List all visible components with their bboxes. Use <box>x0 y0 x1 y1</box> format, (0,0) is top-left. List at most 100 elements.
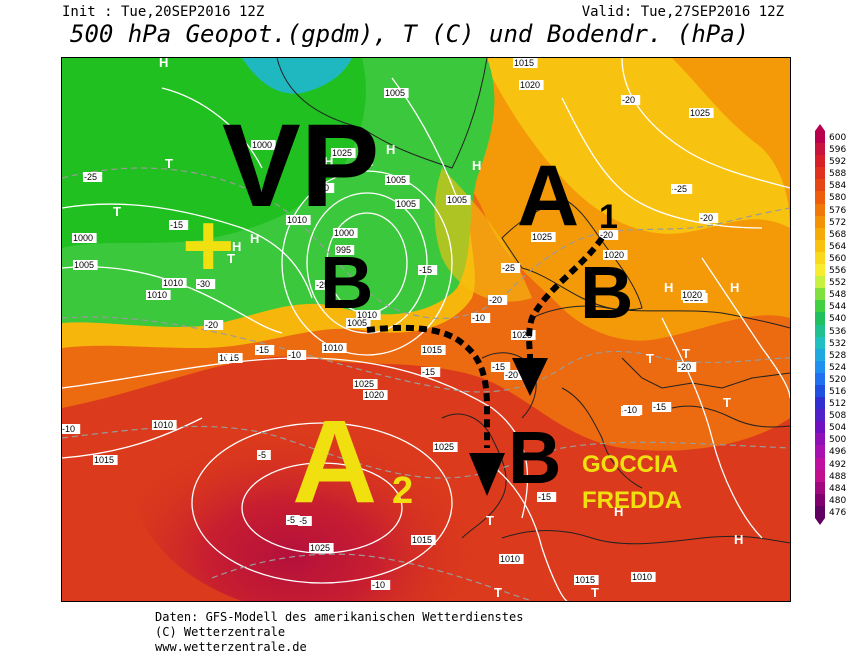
label-box <box>356 310 381 320</box>
legend-swatch <box>815 312 825 325</box>
isobar-label: 1020 <box>604 250 624 260</box>
label-box <box>446 195 471 205</box>
legend-swatch <box>815 251 825 265</box>
temperature-label: -20 <box>489 295 502 305</box>
label-box <box>511 330 536 340</box>
isobar-label: 995 <box>336 245 351 255</box>
legend-swatch <box>815 131 825 144</box>
temperature-label: -15 <box>538 492 551 502</box>
legend-value: 548 <box>829 290 847 301</box>
label-box <box>488 295 508 305</box>
label-box <box>72 233 97 243</box>
pressure-center-marker: T <box>723 395 731 410</box>
a1-subscript: 1 <box>599 198 618 236</box>
pressure-center-marker: H <box>159 58 168 70</box>
label-box <box>315 280 335 290</box>
temperature-label: -20 <box>622 95 635 105</box>
temperature-label: -30 <box>316 183 329 193</box>
arrow-atlantic-path <box>366 324 490 448</box>
pressure-center-marker: T <box>591 585 599 600</box>
arrow-atlantic-head <box>469 453 505 496</box>
temperature-label: -25 <box>84 172 97 182</box>
label-box <box>346 318 371 328</box>
temperature-label: -20 <box>205 320 218 330</box>
footer-url: www.wetterzentrale.de <box>155 640 307 654</box>
label-box <box>677 362 697 372</box>
legend-swatch <box>815 167 825 180</box>
legend-value: 488 <box>829 471 847 482</box>
label-box <box>504 370 524 380</box>
legend-swatch <box>815 372 825 385</box>
pressure-center-marker: T <box>486 513 494 528</box>
b-scandinavia: B <box>580 251 633 334</box>
label-box <box>286 515 300 525</box>
label-box <box>513 58 538 68</box>
legend-value: 508 <box>829 411 847 422</box>
pressure-center-marker: H <box>734 532 743 547</box>
b-atlantic: B <box>320 241 373 324</box>
pressure-center-marker: H <box>730 280 739 295</box>
label-box <box>257 450 271 460</box>
temperature-label: -20 <box>600 230 613 240</box>
legend-value: 536 <box>829 326 847 337</box>
isobar-label: 1010 <box>357 310 377 320</box>
isobar-label: 1010 <box>147 290 167 300</box>
temperature-label: -20 <box>678 362 691 372</box>
legend-swatch <box>815 191 825 204</box>
legend-swatch <box>815 215 825 228</box>
isobar-label: 1000 <box>252 140 272 150</box>
label-box <box>83 172 103 182</box>
temperature-label: -20 <box>505 370 518 380</box>
label-box <box>218 353 243 363</box>
isobar-label: 1005 <box>447 195 467 205</box>
temperature-label: -10 <box>472 313 485 323</box>
temperature-label: -10 <box>62 424 75 434</box>
label-box <box>621 95 641 105</box>
legend-value: 556 <box>829 266 847 277</box>
label-box <box>93 455 118 465</box>
label-box <box>673 184 693 194</box>
label-box <box>499 554 524 564</box>
movement-arrows <box>366 236 605 448</box>
legend-swatch <box>815 336 825 349</box>
legend-swatch <box>815 481 825 494</box>
legend-value: 504 <box>829 423 847 434</box>
isobar-label: 1025 <box>434 442 454 452</box>
legend-value: 588 <box>829 169 847 180</box>
legend-value: 512 <box>829 399 847 410</box>
isobar-label: 1010 <box>323 343 343 353</box>
label-box <box>73 260 98 270</box>
isobar-label: 1020 <box>682 290 702 300</box>
legend-value: 560 <box>829 253 847 264</box>
label-box <box>331 148 356 158</box>
a1-letter: A <box>517 148 579 244</box>
footer-copyright: (C) Wetterzentrale <box>155 625 286 639</box>
label-box <box>353 379 378 389</box>
legend-swatch <box>815 433 825 446</box>
temperature-label: -10 <box>624 405 637 415</box>
label-box <box>689 108 714 118</box>
temperature-label: -5 <box>287 515 295 525</box>
label-box <box>62 424 81 434</box>
legend-swatch <box>815 155 825 168</box>
isobar-label: 1005 <box>74 260 94 270</box>
legend-value: 476 <box>829 507 847 518</box>
label-box <box>287 350 307 360</box>
legend-value: 592 <box>829 157 847 168</box>
pressure-center-marker: H <box>324 154 333 169</box>
temperature-label: -15 <box>653 402 666 412</box>
temperature-label: -15 <box>492 362 505 372</box>
label-box <box>418 265 438 275</box>
temperature-labels: -25-20-25-20-25-20-15-30-25-20-15-15-10-… <box>62 95 719 590</box>
label-box <box>537 492 557 502</box>
temperature-label: -25 <box>316 280 329 290</box>
field-cyan <box>242 58 352 94</box>
isobar-label: 1010 <box>500 554 520 564</box>
label-box <box>204 320 224 330</box>
isobar-label: 1010 <box>153 420 173 430</box>
temperature-label: -10 <box>372 580 385 590</box>
legend-value: 572 <box>829 217 847 228</box>
temperature-label: -20 <box>700 213 713 223</box>
